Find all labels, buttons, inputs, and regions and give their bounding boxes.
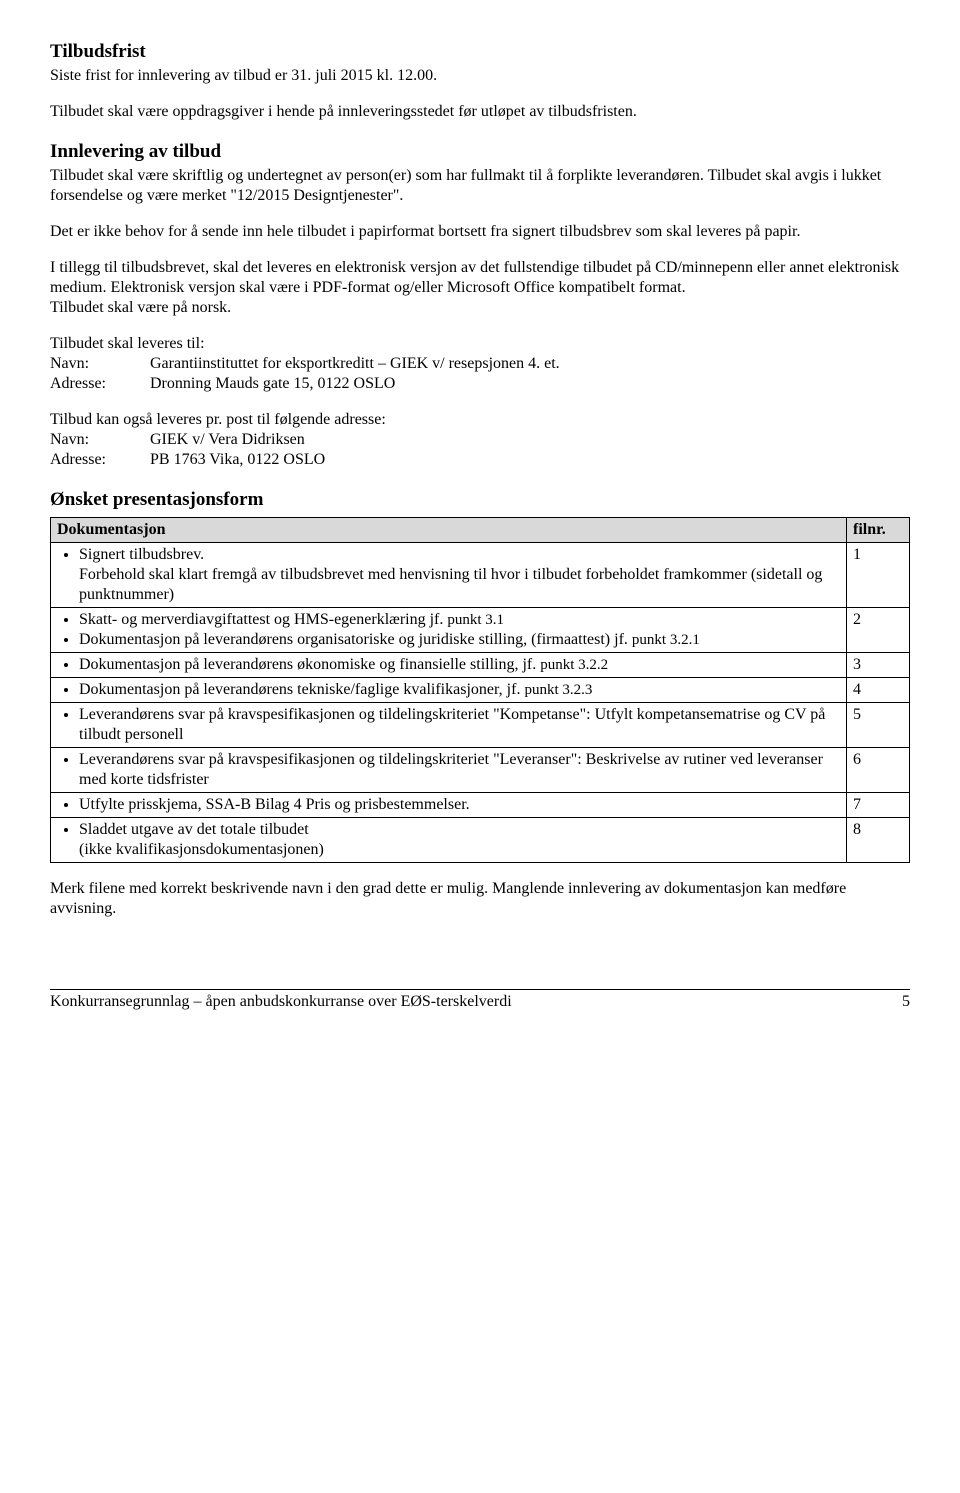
doc-cell: Leverandørens svar på kravspesifikasjone…	[51, 748, 847, 793]
filnr-cell: 1	[847, 543, 910, 608]
value: GIEK v/ Vera Didriksen	[150, 430, 910, 450]
list-item: Leverandørens svar på kravspesifikasjone…	[79, 750, 840, 790]
table-row: Dokumentasjon på leverandørens økonomisk…	[51, 653, 910, 678]
value: PB 1763 Vika, 0122 OSLO	[150, 450, 910, 470]
table-row: Signert tilbudsbrev.Forbehold skal klart…	[51, 543, 910, 608]
th-filnr: filnr.	[847, 518, 910, 543]
filnr-cell: 6	[847, 748, 910, 793]
label: Adresse:	[50, 450, 150, 470]
heading-presentasjonsform: Ønsket presentasjonsform	[50, 488, 910, 512]
paragraph: Tilbudet skal være oppdragsgiver i hende…	[50, 102, 910, 122]
post-to-intro: Tilbud kan også leveres pr. post til føl…	[50, 410, 910, 430]
table-row: Dokumentasjon på leverandørens tekniske/…	[51, 678, 910, 703]
table-row: Leverandørens svar på kravspesifikasjone…	[51, 748, 910, 793]
label: Navn:	[50, 430, 150, 450]
heading-innlevering: Innlevering av tilbud	[50, 140, 910, 164]
table-row: Sladdet utgave av det totale tilbudet(ik…	[51, 818, 910, 863]
deliver-to-intro: Tilbudet skal leveres til:	[50, 334, 910, 354]
doc-cell: Leverandørens svar på kravspesifikasjone…	[51, 703, 847, 748]
paragraph: Tilbudet skal være på norsk.	[50, 298, 910, 318]
list-item: Utfylte prisskjema, SSA-B Bilag 4 Pris o…	[79, 795, 840, 815]
page-number: 5	[902, 992, 910, 1012]
doc-cell: Skatt- og merverdiavgiftattest og HMS-eg…	[51, 608, 847, 653]
deliver-address-row: Adresse: Dronning Mauds gate 15, 0122 OS…	[50, 374, 910, 394]
filnr-cell: 3	[847, 653, 910, 678]
paragraph: I tillegg til tilbudsbrevet, skal det le…	[50, 258, 910, 298]
paragraph: Det er ikke behov for å sende inn hele t…	[50, 222, 910, 242]
value: Garantiinstituttet for eksportkreditt – …	[150, 354, 910, 374]
list-item: Sladdet utgave av det totale tilbudet(ik…	[79, 820, 840, 860]
filnr-cell: 8	[847, 818, 910, 863]
list-item: Signert tilbudsbrev.Forbehold skal klart…	[79, 545, 840, 605]
doc-cell: Dokumentasjon på leverandørens tekniske/…	[51, 678, 847, 703]
th-dokumentasjon: Dokumentasjon	[51, 518, 847, 543]
dokumentasjon-table: Dokumentasjon filnr. Signert tilbudsbrev…	[50, 517, 910, 863]
value: Dronning Mauds gate 15, 0122 OSLO	[150, 374, 910, 394]
filnr-cell: 4	[847, 678, 910, 703]
post-address-row: Adresse: PB 1763 Vika, 0122 OSLO	[50, 450, 910, 470]
table-row: Leverandørens svar på kravspesifikasjone…	[51, 703, 910, 748]
label: Navn:	[50, 354, 150, 374]
filnr-cell: 5	[847, 703, 910, 748]
heading-tilbudsfrist: Tilbudsfrist	[50, 40, 910, 64]
paragraph: Siste frist for innlevering av tilbud er…	[50, 66, 910, 86]
doc-cell: Dokumentasjon på leverandørens økonomisk…	[51, 653, 847, 678]
doc-cell: Utfylte prisskjema, SSA-B Bilag 4 Pris o…	[51, 793, 847, 818]
deliver-name-row: Navn: Garantiinstituttet for eksportkred…	[50, 354, 910, 374]
label: Adresse:	[50, 374, 150, 394]
page-footer: Konkurransegrunnlag – åpen anbudskonkurr…	[50, 989, 910, 1012]
paragraph: Tilbudet skal være skriftlig og underteg…	[50, 166, 910, 206]
list-item: Dokumentasjon på leverandørens økonomisk…	[79, 655, 840, 675]
paragraph: Merk filene med korrekt beskrivende navn…	[50, 879, 910, 919]
list-item: Skatt- og merverdiavgiftattest og HMS-eg…	[79, 610, 840, 630]
list-item: Dokumentasjon på leverandørens tekniske/…	[79, 680, 840, 700]
footer-title: Konkurransegrunnlag – åpen anbudskonkurr…	[50, 992, 512, 1012]
doc-cell: Signert tilbudsbrev.Forbehold skal klart…	[51, 543, 847, 608]
table-row: Skatt- og merverdiavgiftattest og HMS-eg…	[51, 608, 910, 653]
list-item: Dokumentasjon på leverandørens organisat…	[79, 630, 840, 650]
doc-cell: Sladdet utgave av det totale tilbudet(ik…	[51, 818, 847, 863]
table-row: Utfylte prisskjema, SSA-B Bilag 4 Pris o…	[51, 793, 910, 818]
footer-divider	[50, 989, 910, 990]
list-item: Leverandørens svar på kravspesifikasjone…	[79, 705, 840, 745]
post-name-row: Navn: GIEK v/ Vera Didriksen	[50, 430, 910, 450]
filnr-cell: 2	[847, 608, 910, 653]
filnr-cell: 7	[847, 793, 910, 818]
